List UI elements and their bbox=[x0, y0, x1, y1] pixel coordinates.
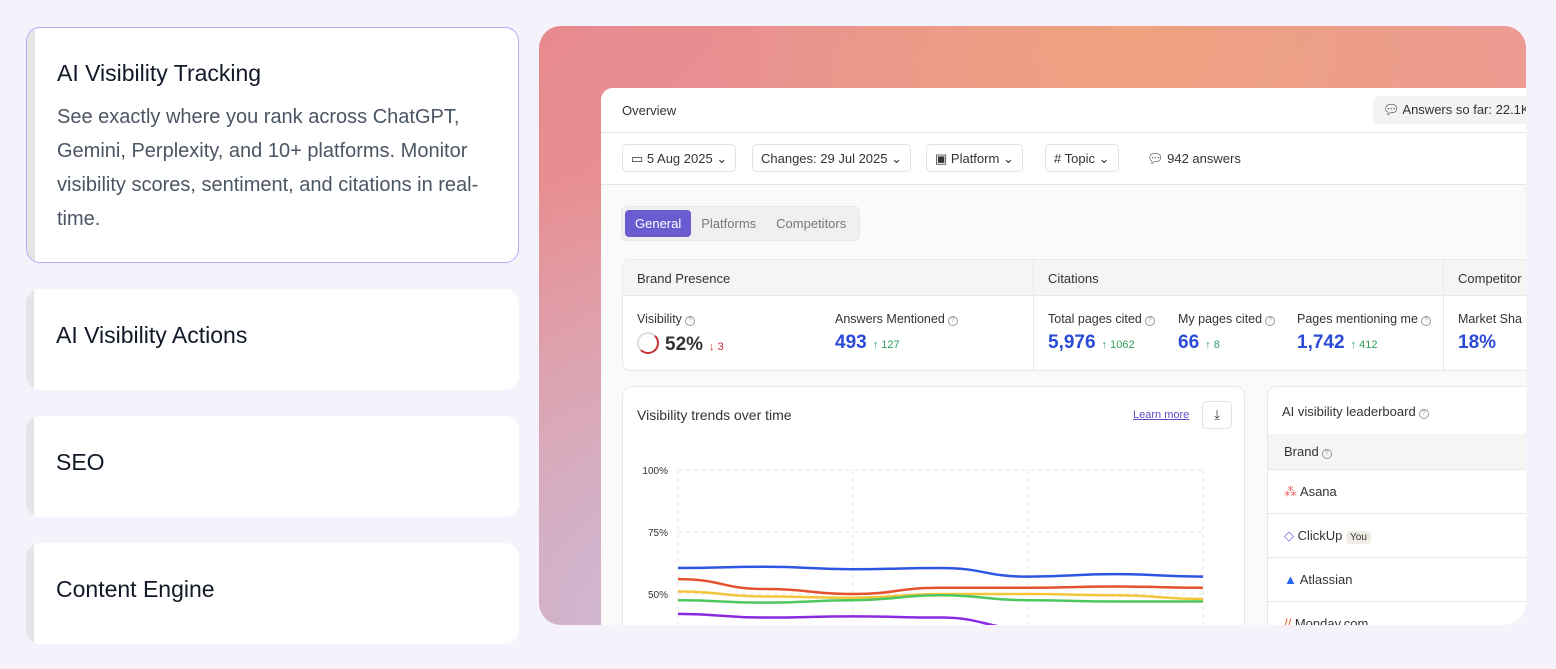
hash-icon: # bbox=[1054, 151, 1065, 166]
brand-presence-header: Brand Presence bbox=[623, 260, 1034, 296]
leaderboard-row[interactable]: ⁂ Asana bbox=[1268, 470, 1526, 514]
help-icon: ? bbox=[947, 316, 958, 326]
total-pages-cited-value: 5,976 ↑ 1062 bbox=[1048, 332, 1135, 353]
leaderboard-row[interactable]: // Monday.com bbox=[1268, 602, 1526, 625]
feature-title: AI Visibility Actions bbox=[56, 322, 248, 348]
total-pages-cited-label: Total pages cited? bbox=[1048, 312, 1155, 326]
answers-so-far: 💬︎ Answers so far: 22.1K bbox=[1373, 96, 1526, 124]
visibility-value: 52% ↓ 3 bbox=[637, 332, 724, 356]
tab-general[interactable]: General bbox=[625, 210, 692, 237]
help-icon: ? bbox=[684, 316, 695, 326]
chat-icon: 💬︎ bbox=[1383, 102, 1403, 117]
citations-header: Citations bbox=[1034, 260, 1444, 296]
date-filter[interactable]: ▭ 5 Aug 2025 ⌄ bbox=[622, 144, 737, 172]
view-tabs: General Platforms Competitors bbox=[621, 206, 861, 241]
changes-filter[interactable]: Changes: 29 Jul 2025 ⌄ bbox=[752, 144, 912, 172]
monday-logo-icon: // bbox=[1284, 616, 1295, 625]
market-share-value: 18% bbox=[1458, 332, 1497, 353]
feature-card-ai-visibility-actions[interactable]: AI Visibility Actions bbox=[26, 289, 519, 390]
leaderboard-panel: AI visibility leaderboard? Brand? ⁂ Asan… bbox=[1267, 386, 1526, 625]
page-title: Overview bbox=[622, 103, 677, 118]
feature-title: AI Visibility Tracking bbox=[57, 60, 262, 86]
app-window: Overview 💬︎ Answers so far: 22.1K ▭ 5 Au… bbox=[601, 88, 1526, 625]
chat-icon: 💬︎ bbox=[1147, 151, 1168, 166]
help-icon: ? bbox=[1144, 316, 1155, 326]
feature-description: See exactly where you rank across ChatGP… bbox=[57, 106, 479, 230]
trends-chart: 100% 75% 50% bbox=[642, 466, 1204, 625]
help-icon: ? bbox=[1321, 449, 1332, 459]
market-share-label: Market Sha bbox=[1458, 312, 1522, 326]
trends-panel: Visibility trends over time Learn more ⤓… bbox=[622, 386, 1245, 625]
download-icon: ⤓ bbox=[1214, 407, 1220, 422]
app-header: Overview 💬︎ Answers so far: 22.1K bbox=[601, 88, 1526, 133]
feature-title: Content Engine bbox=[56, 576, 215, 602]
you-badge: You bbox=[1346, 531, 1371, 544]
y-tick-label: 75% bbox=[648, 528, 668, 539]
clickup-logo-icon: ◇ bbox=[1284, 528, 1298, 543]
brand-column-header: Brand? bbox=[1268, 434, 1526, 470]
filter-bar: ▭ 5 Aug 2025 ⌄ Changes: 29 Jul 2025 ⌄ ▣ … bbox=[601, 133, 1526, 185]
product-preview: Overview 💬︎ Answers so far: 22.1K ▭ 5 Au… bbox=[539, 26, 1526, 625]
tab-platforms[interactable]: Platforms bbox=[701, 216, 757, 231]
feature-card-content-engine[interactable]: Content Engine bbox=[26, 543, 519, 644]
download-button[interactable]: ⤓ bbox=[1202, 401, 1232, 429]
series-line bbox=[677, 577, 1204, 596]
y-tick-label: 100% bbox=[642, 466, 668, 477]
platform-filter[interactable]: ▣ Platform ⌄ bbox=[926, 144, 1023, 172]
chevron-down-icon: ⌄ bbox=[1002, 151, 1014, 166]
series-line bbox=[677, 565, 1204, 578]
my-pages-cited-label: My pages cited? bbox=[1178, 312, 1276, 326]
series-line bbox=[677, 593, 1203, 604]
answers-mentioned-label: Answers Mentioned? bbox=[835, 312, 958, 326]
leaderboard-row[interactable]: ▲ Atlassian bbox=[1268, 558, 1526, 602]
pages-mentioning-me-value: 1,742 ↑ 412 bbox=[1297, 332, 1378, 353]
help-icon: ? bbox=[1420, 316, 1431, 326]
help-icon: ? bbox=[1418, 409, 1429, 419]
atlassian-logo-icon: ▲ bbox=[1284, 572, 1300, 587]
learn-more-link[interactable]: Learn more bbox=[1133, 409, 1190, 421]
leaderboard-title: AI visibility leaderboard? bbox=[1282, 404, 1429, 419]
chevron-down-icon: ⌄ bbox=[716, 151, 728, 166]
trends-title: Visibility trends over time bbox=[637, 407, 792, 423]
progress-ring-icon bbox=[637, 332, 659, 354]
help-icon: ? bbox=[1265, 316, 1276, 326]
stats-panel: Brand Presence Citations Competitor Visi… bbox=[622, 259, 1526, 371]
competitors-header: Competitor bbox=[1444, 260, 1526, 296]
feature-card-seo[interactable]: SEO bbox=[26, 416, 519, 517]
answers-count: 💬︎ 942 answers bbox=[1147, 151, 1241, 166]
chevron-down-icon: ⌄ bbox=[891, 151, 903, 166]
y-tick-label: 50% bbox=[648, 590, 668, 601]
my-pages-cited-value: 66 ↑ 8 bbox=[1178, 332, 1220, 353]
chevron-down-icon: ⌄ bbox=[1098, 151, 1110, 166]
calendar-icon: ▭ bbox=[631, 151, 647, 166]
tab-competitors[interactable]: Competitors bbox=[776, 216, 847, 231]
pages-mentioning-me-label: Pages mentioning me? bbox=[1297, 312, 1431, 326]
visibility-label: Visibility? bbox=[637, 312, 695, 326]
answers-mentioned-value: 493 ↑ 127 bbox=[835, 332, 900, 353]
topic-filter[interactable]: # Topic ⌄ bbox=[1045, 144, 1119, 172]
leaderboard-row[interactable]: ◇ ClickUp You bbox=[1268, 514, 1526, 558]
feature-card-ai-visibility-tracking[interactable]: AI Visibility Tracking See exactly where… bbox=[26, 27, 519, 263]
chip-icon: ▣ bbox=[935, 151, 951, 166]
asana-logo-icon: ⁂ bbox=[1284, 484, 1300, 499]
series-line bbox=[677, 612, 1203, 625]
feature-title: SEO bbox=[56, 449, 105, 475]
